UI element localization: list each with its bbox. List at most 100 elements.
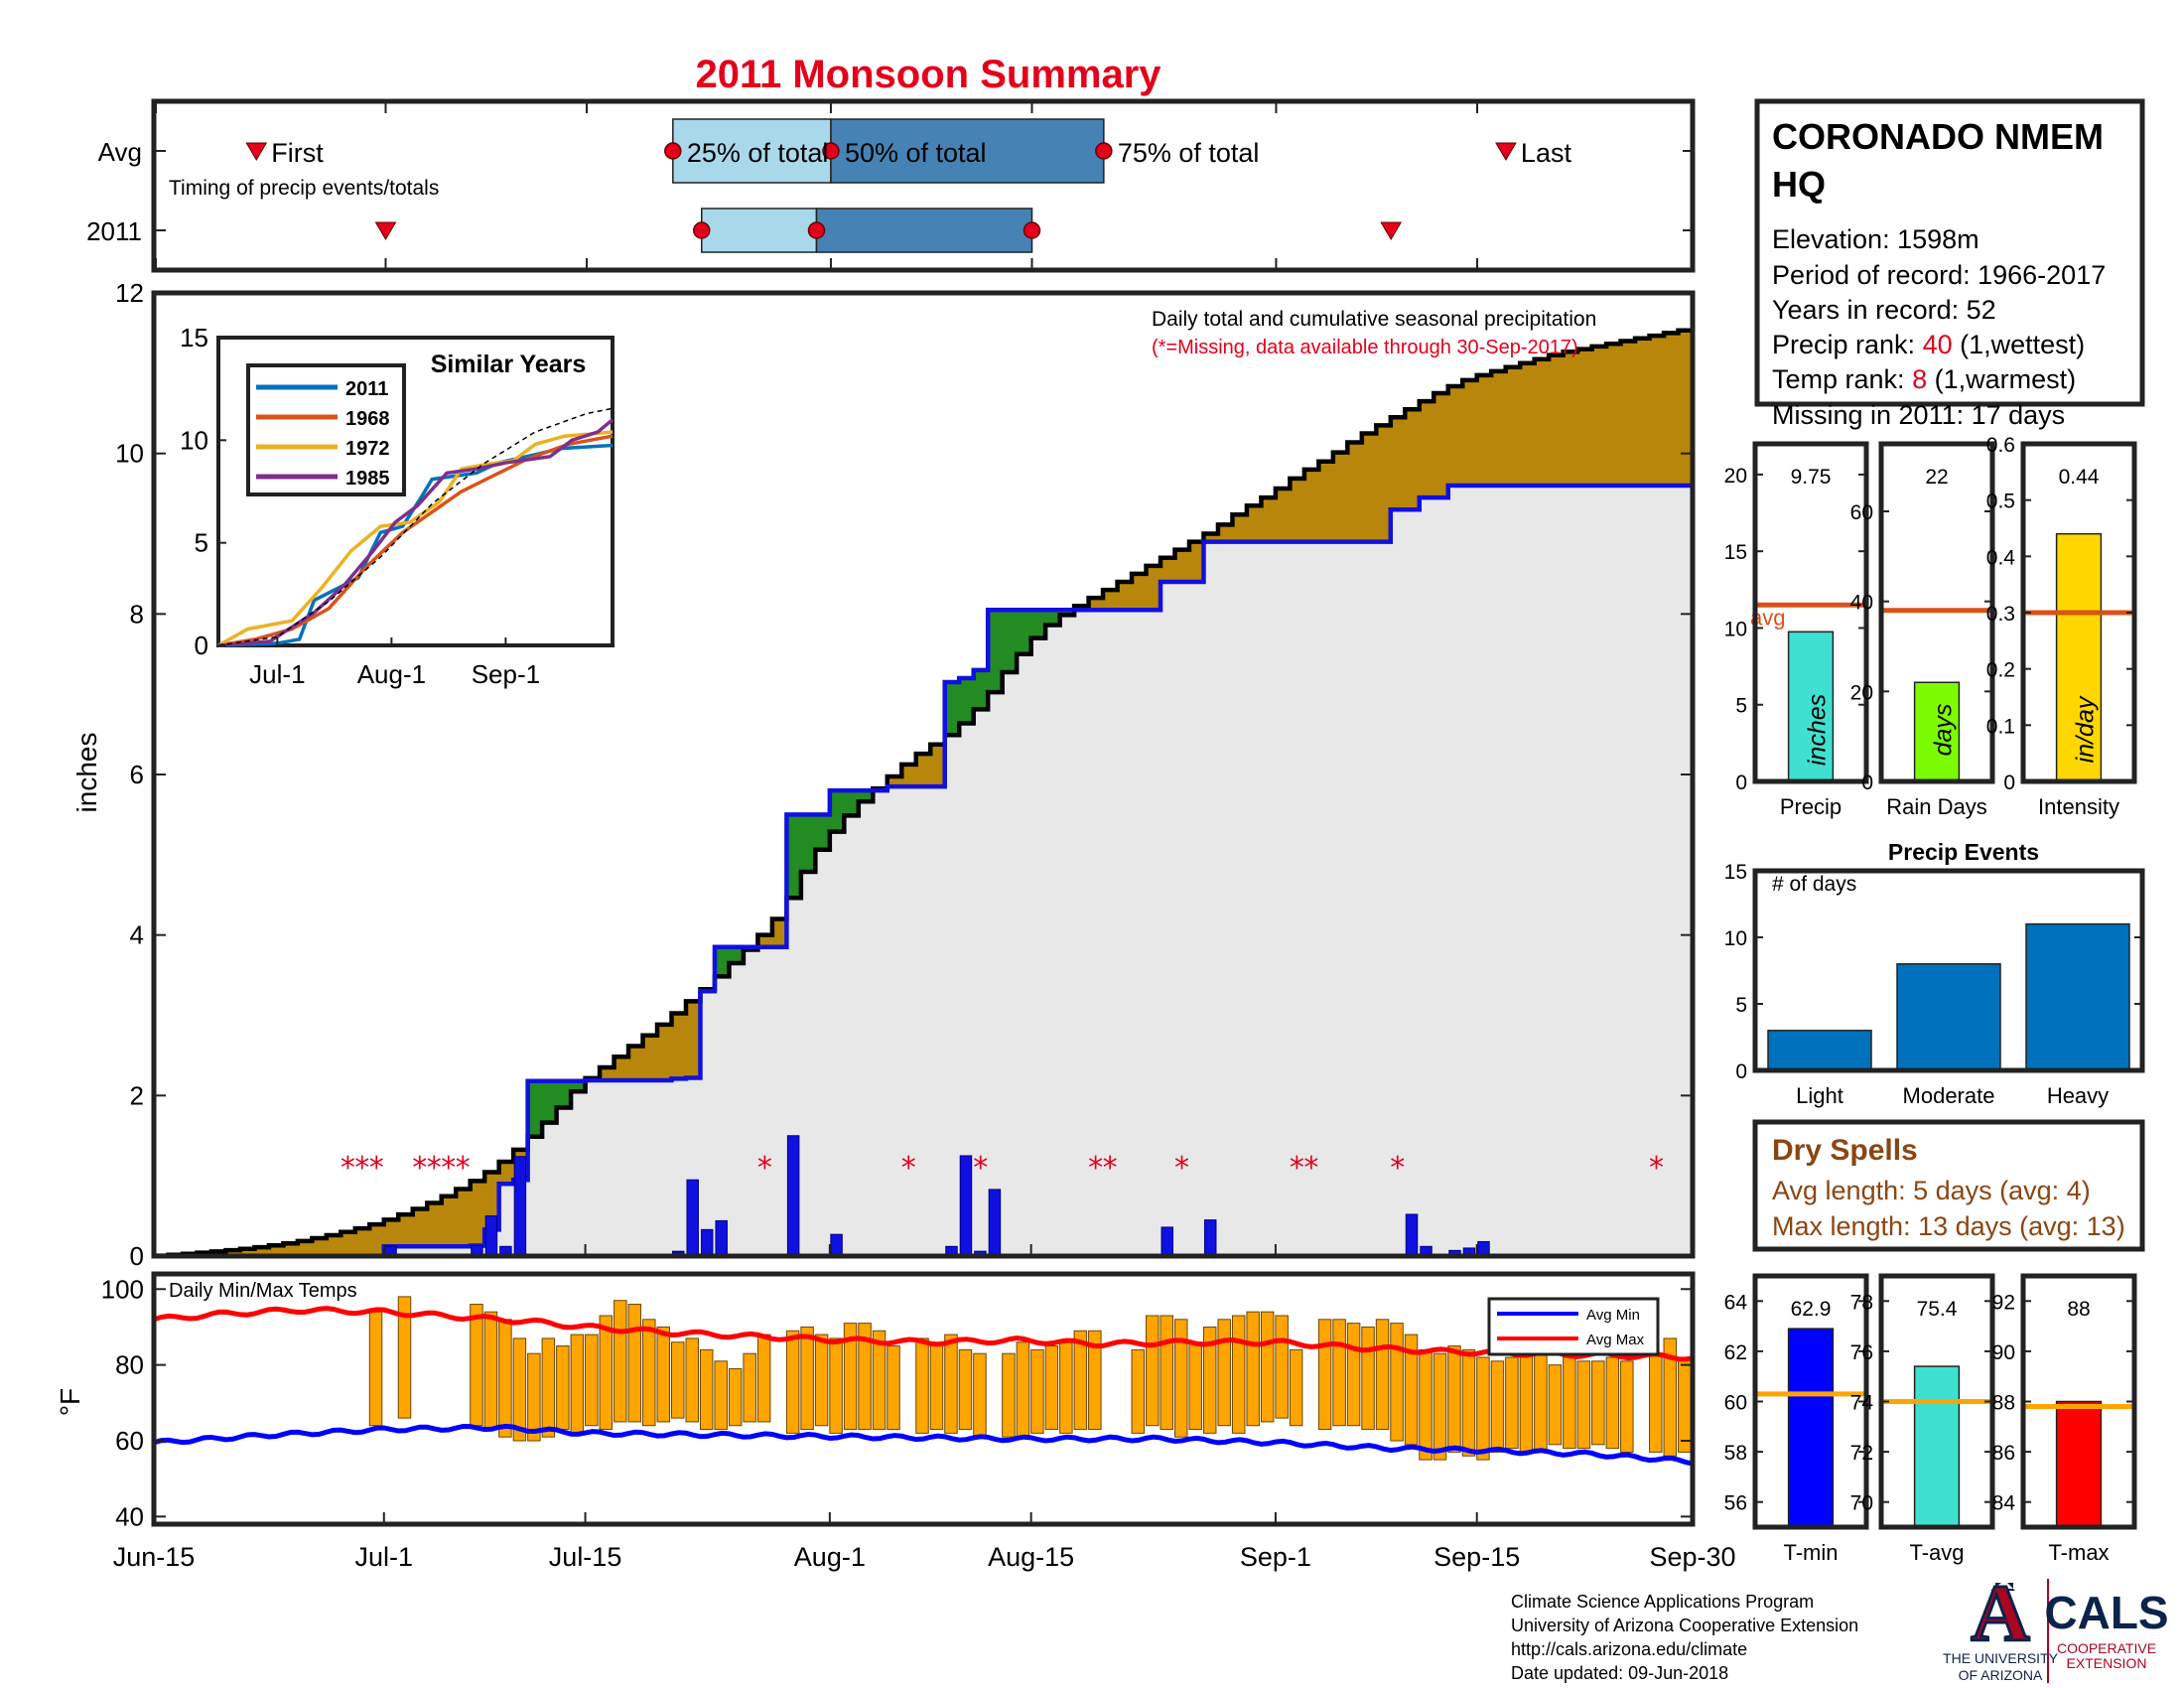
inset-ytick-label: 5: [195, 528, 208, 558]
timing-label-75: 75% of total: [1118, 138, 1260, 168]
daily-temp-bar: [973, 1352, 987, 1438]
panel-ytick-label: 0.2: [1986, 659, 2015, 682]
cumulative-overlap-area: [154, 486, 1693, 1256]
daily-temp-bar: [958, 1348, 973, 1431]
daily-temp-bar: [800, 1326, 814, 1431]
station-name-line2: HQ: [1772, 164, 1826, 205]
panel-name-label: Precip: [1780, 794, 1842, 819]
timing-first-marker: [374, 221, 397, 240]
daily-precip-bar: [686, 1179, 699, 1257]
missing-day-marker: *: [1303, 1151, 1318, 1186]
daily-temp-bar: [1419, 1348, 1433, 1461]
timing-row-avg: Avg: [98, 137, 142, 167]
ua-logo-line2: OF ARIZONA: [1959, 1667, 2043, 1683]
missing-day-marker: *: [441, 1151, 456, 1186]
ua-logo-base: [1990, 1583, 2015, 1591]
timing-p25-marker: [664, 142, 682, 160]
events-category-label: Moderate: [1903, 1083, 1995, 1108]
avg-min-line: [153, 1423, 1694, 1467]
daily-temp-bar: [614, 1300, 627, 1423]
daily-temp-bar: [627, 1304, 642, 1423]
timing-box-25-50: [672, 118, 832, 184]
cals-logo-line1: COOPERATIVE: [2057, 1640, 2156, 1656]
avg-max-line: [153, 1306, 1694, 1362]
inset-legend-label: 1985: [345, 468, 390, 490]
timing-panel: Avg 2011 Timing of precip events/totals …: [86, 98, 1696, 273]
daily-temp-bar: [1202, 1326, 1217, 1434]
daily-temp-bar: [527, 1352, 541, 1442]
panel-ytick-label: 0: [1735, 772, 1747, 794]
daily-temp-bar: [470, 1304, 483, 1427]
station-period: Period of record: 1966-2017: [1772, 260, 2106, 290]
main-xtick-label: Sep-15: [1433, 1542, 1520, 1572]
daily-temp-bar: [1505, 1356, 1519, 1450]
panel-ytick-label: 74: [1850, 1392, 1874, 1415]
missing-day-marker: *: [1103, 1151, 1118, 1186]
daily-temp-bar: [1002, 1352, 1016, 1438]
timing-last-marker: [1380, 221, 1403, 240]
station-years: Years in record: 52: [1772, 295, 1996, 325]
cals-logo-text: CALS: [2044, 1587, 2168, 1638]
timing-box-50-75: [815, 208, 1033, 253]
panel-bar-0: [1787, 1328, 1835, 1528]
panel-ytick-label: 78: [1850, 1291, 1873, 1314]
daily-temp-bar: [585, 1334, 599, 1427]
daily-temp-bar: [1605, 1356, 1620, 1450]
inset-xtick-label: Sep-1: [472, 659, 540, 689]
daily-temp-bar: [556, 1345, 570, 1431]
daily-temp-bar: [656, 1326, 670, 1423]
footer-line4: Date updated: 09-Jun-2018: [1511, 1663, 1728, 1683]
missing-day-marker: *: [412, 1151, 427, 1186]
main-xtick-label: Jul-15: [549, 1542, 622, 1572]
inset-ytick-label: 0: [195, 631, 208, 660]
daily-temp-bar: [1160, 1315, 1174, 1431]
daily-temp-bar: [1620, 1360, 1634, 1453]
timing-first-marker: [245, 142, 268, 161]
temps-chart: 40 60 80 100 Jun-15 Jul-1 Jul-15 Aug-1 Aug-15 Sep…: [55, 1271, 1736, 1572]
events-ytick-label: 0: [1735, 1060, 1747, 1083]
footer: Climate Science Applications Program Uni…: [1511, 1592, 1858, 1683]
daily-temp-bar: [1016, 1341, 1030, 1438]
panel-ytick-label: 0.6: [1986, 434, 2015, 457]
daily-precip-bar: [988, 1189, 1002, 1257]
panel-name-label: Intensity: [2038, 794, 2119, 819]
precip-events-plot: Light Moderate Heavy 0 5 10 15: [1724, 861, 2145, 1108]
daily-temp-bar: [1146, 1315, 1160, 1427]
panel-ytick-label: 15: [1724, 541, 1747, 564]
daily-temp-bar: [1461, 1348, 1476, 1457]
daily-temp-bar: [1519, 1352, 1534, 1453]
temps-ytick-label: 60: [115, 1426, 144, 1456]
cals-logo: CALS COOPERATIVE EXTENSION: [2044, 1587, 2168, 1671]
main-xtick-label: Aug-15: [988, 1542, 1074, 1572]
timing-p75-marker: [1023, 221, 1041, 239]
timing-p25-marker: [693, 221, 711, 239]
panel-ytick-label: 0: [1861, 772, 1873, 794]
panel-ytick-label: 84: [1992, 1492, 2016, 1515]
main-xtick-label: Jul-1: [355, 1542, 414, 1572]
station-elevation: Elevation: 1598m: [1772, 224, 1979, 254]
temps-legend-min: Avg Min: [1586, 1307, 1640, 1324]
daily-precip-bar: [1203, 1219, 1217, 1257]
daily-temp-bar: [887, 1345, 900, 1431]
panel-value-label: 75.4: [1917, 1298, 1958, 1321]
panel-ytick-label: 5: [1735, 695, 1747, 718]
inset-legend-label: 2011: [345, 378, 388, 400]
panel-ytick-label: 92: [1992, 1291, 2015, 1314]
daily-temp-bar: [498, 1319, 512, 1438]
temp-summary-bars: 56 58 60 62 64 62.9 T-min 70 72 74 76 78 75.4 T-avg 84…: [1724, 1273, 2137, 1565]
panel-bar-2: [2055, 532, 2103, 782]
panel-ytick-label: 76: [1850, 1341, 1873, 1364]
panel-value-label: 88: [2067, 1298, 2090, 1321]
daily-temp-bar: [1073, 1330, 1088, 1431]
daily-temp-bar: [1649, 1352, 1663, 1453]
panel-ytick-label: 10: [1724, 618, 1747, 640]
daily-temp-bar: [1188, 1341, 1202, 1431]
panel-ytick-label: 70: [1850, 1492, 1873, 1515]
cumulative-2011-line: [154, 483, 1693, 1259]
panel-ytick-label: 0.1: [1986, 715, 2015, 738]
temps-ytick-label: 80: [115, 1350, 144, 1380]
daily-precip-bar: [786, 1135, 800, 1257]
daily-temp-bar: [714, 1360, 728, 1431]
main-xtick-label: Sep-1: [1240, 1542, 1311, 1572]
